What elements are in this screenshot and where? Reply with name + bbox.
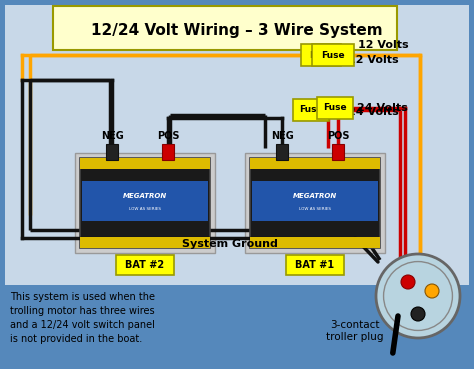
FancyBboxPatch shape: [116, 255, 174, 275]
FancyBboxPatch shape: [301, 44, 341, 66]
Bar: [80, 237, 210, 248]
Text: MEGATRON: MEGATRON: [123, 193, 167, 199]
Text: 3-contact
troller plug: 3-contact troller plug: [326, 320, 384, 342]
Bar: [250, 158, 380, 248]
FancyBboxPatch shape: [317, 97, 353, 119]
Text: 12 Volts: 12 Volts: [348, 55, 399, 65]
Circle shape: [425, 284, 439, 298]
Bar: [5, 5, 469, 285]
Text: LOW AS SERIES: LOW AS SERIES: [299, 207, 331, 211]
Text: NEG: NEG: [101, 131, 124, 141]
Text: 12 Volts: 12 Volts: [358, 40, 409, 50]
Bar: [80, 158, 210, 248]
Bar: [107, 144, 118, 160]
Bar: [163, 144, 174, 160]
FancyBboxPatch shape: [53, 6, 397, 50]
Circle shape: [411, 307, 425, 321]
Text: Fuse: Fuse: [309, 51, 333, 59]
Text: MEGATRON: MEGATRON: [293, 193, 337, 199]
Bar: [5, 285, 335, 365]
Circle shape: [401, 275, 415, 289]
Bar: [245, 153, 385, 253]
Text: Fuse: Fuse: [323, 103, 347, 113]
Bar: [80, 158, 210, 169]
Bar: [250, 158, 380, 169]
Text: LOW AS SERIES: LOW AS SERIES: [129, 207, 161, 211]
Bar: [82, 180, 208, 221]
Text: System Ground: System Ground: [182, 239, 278, 249]
Bar: [75, 153, 215, 253]
Bar: [250, 237, 380, 248]
Text: BAT #1: BAT #1: [295, 260, 335, 270]
FancyBboxPatch shape: [286, 255, 344, 275]
Bar: [252, 180, 378, 221]
Text: Fuse: Fuse: [299, 106, 323, 114]
Text: NEG: NEG: [271, 131, 294, 141]
FancyBboxPatch shape: [312, 44, 354, 66]
Circle shape: [376, 254, 460, 338]
Text: This system is used when the
trolling motor has three wires
and a 12/24 volt swi: This system is used when the trolling mo…: [10, 292, 155, 344]
Text: 24 Volts: 24 Volts: [348, 107, 399, 117]
Text: 12/24 Volt Wiring – 3 Wire System: 12/24 Volt Wiring – 3 Wire System: [91, 23, 383, 38]
Text: 24 Volts: 24 Volts: [357, 103, 408, 113]
Bar: [332, 144, 345, 160]
Text: POS: POS: [157, 131, 180, 141]
Text: Fuse: Fuse: [321, 51, 345, 59]
Bar: [276, 144, 289, 160]
FancyBboxPatch shape: [293, 99, 329, 121]
Text: POS: POS: [327, 131, 350, 141]
Text: BAT #2: BAT #2: [126, 260, 164, 270]
